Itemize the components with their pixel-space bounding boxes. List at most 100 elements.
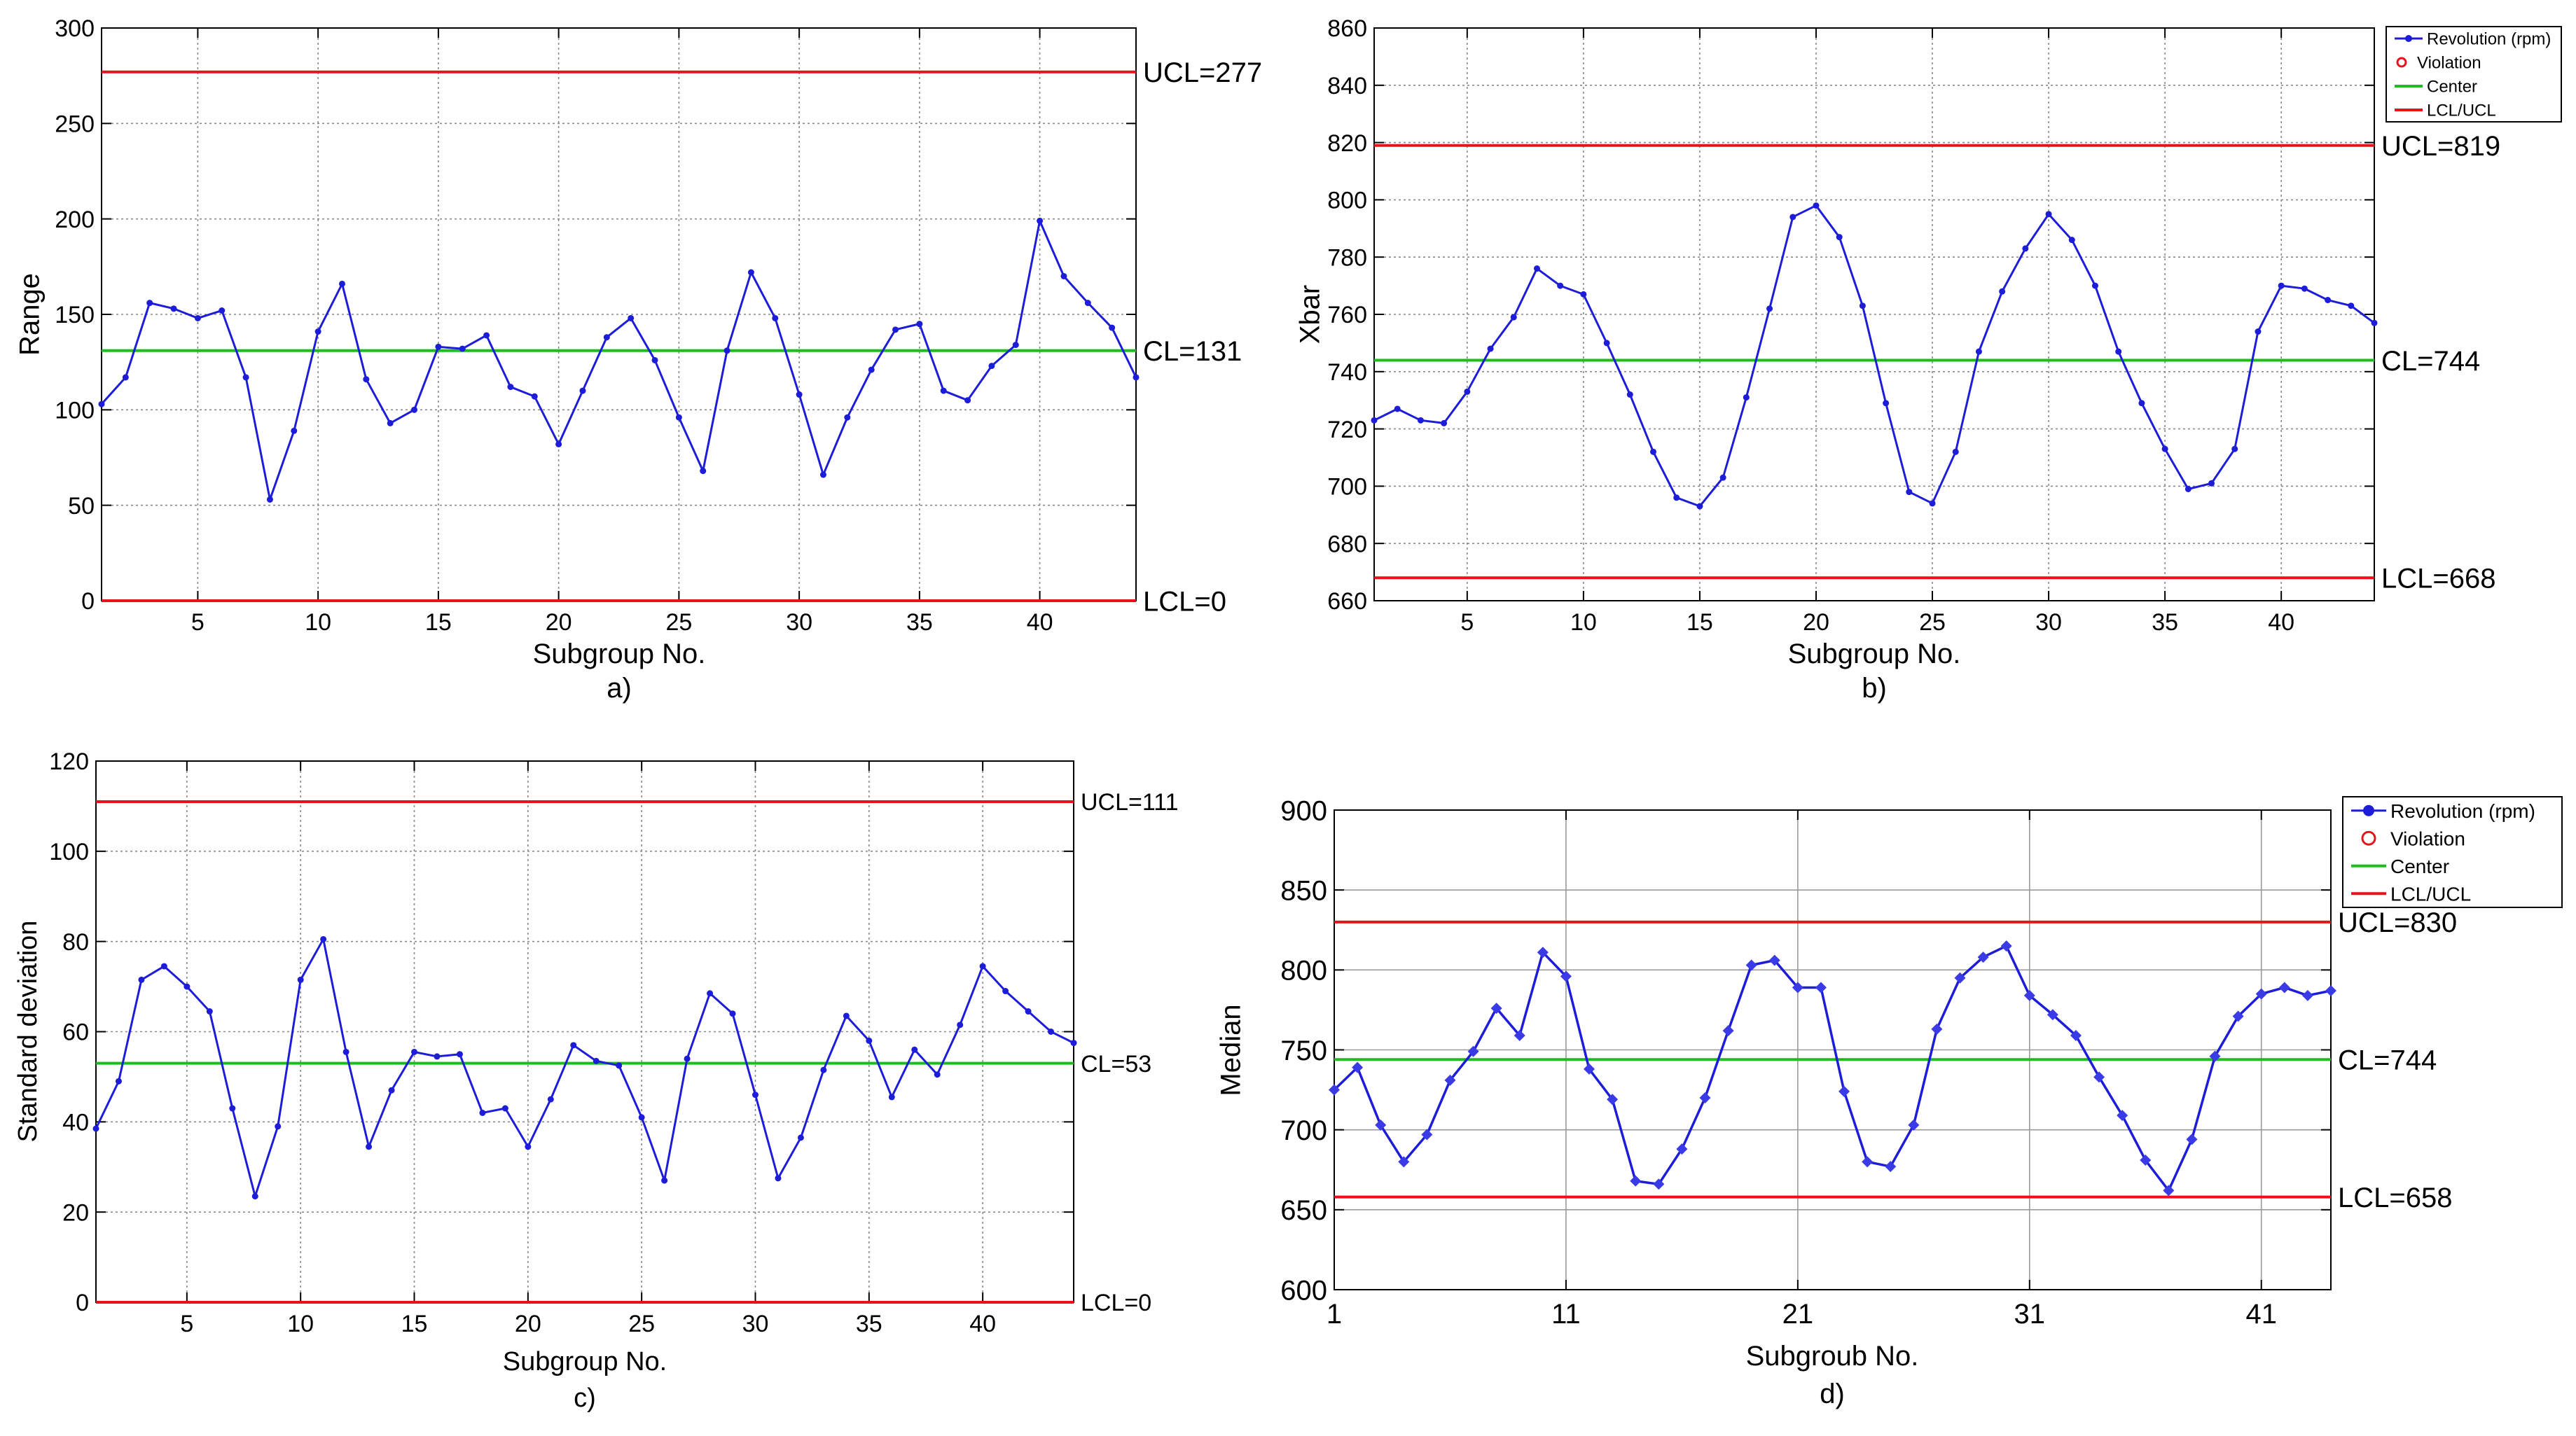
y-tick-label: 760 <box>1327 302 1367 328</box>
data-point <box>844 414 851 421</box>
cl-label: CL=744 <box>2338 1045 2437 1076</box>
panel-caption: c) <box>574 1383 596 1413</box>
panel-caption: b) <box>1862 673 1887 704</box>
ucl-label: UCL=830 <box>2338 907 2457 938</box>
data-point <box>242 374 249 381</box>
data-point <box>2068 237 2075 244</box>
x-tick-label: 10 <box>305 609 331 636</box>
y-tick-label: 860 <box>1327 15 1367 42</box>
ucl-label: UCL=111 <box>1081 789 1179 816</box>
y-tick-label: 100 <box>55 398 95 424</box>
data-point <box>1467 1045 1479 1057</box>
data-point <box>1653 1178 1665 1190</box>
data-point <box>2070 1029 2082 1041</box>
data-point <box>456 1051 463 1058</box>
data-point <box>2138 400 2145 407</box>
x-tick-label: 25 <box>1919 609 1946 636</box>
legend: Revolution (rpm) Violation Center LCL/UCL <box>2385 26 2562 123</box>
data-point <box>752 1092 759 1099</box>
x-tick-label: 41 <box>2245 1299 2277 1330</box>
data-point <box>1929 500 1936 507</box>
ucl-label: UCL=819 <box>2381 131 2500 162</box>
data-point <box>160 963 167 970</box>
data-point <box>1444 1074 1456 1086</box>
data-point <box>1977 951 1989 963</box>
data-point <box>1352 1061 1364 1073</box>
x-tick-label: 30 <box>2035 609 2062 636</box>
data-point <box>1789 214 1796 221</box>
data-point <box>1607 1094 1619 1106</box>
data-point <box>1398 1156 1410 1168</box>
data-point <box>964 397 971 404</box>
legend: Revolution (rpm) Violation Center LCL/UCL <box>2342 796 2563 908</box>
data-point <box>1560 970 1572 982</box>
data-point <box>547 1096 554 1103</box>
chart-panel-a: 0 50 100 150 200 250 300 5 10 15 20 25 30 35 40 UCL=277… <box>15 15 1263 704</box>
data-point <box>1745 959 1757 971</box>
data-point <box>1037 217 1044 224</box>
data-point <box>98 400 105 407</box>
x-tick-label: 35 <box>2152 609 2178 636</box>
data-point <box>363 376 370 383</box>
y-tick-label: 0 <box>81 588 95 615</box>
data-point <box>525 1143 532 1150</box>
y-tick-label: 650 <box>1280 1195 1327 1226</box>
data-point <box>2161 445 2168 452</box>
data-point <box>729 1010 736 1017</box>
data-point <box>603 334 610 341</box>
data-point <box>1394 405 1401 412</box>
y-tick-label: 300 <box>55 15 95 42</box>
x-tick-label: 11 <box>1551 1299 1581 1330</box>
data-point <box>2325 985 2336 997</box>
y-tick-label: 850 <box>1280 876 1327 907</box>
data-point <box>229 1105 236 1112</box>
data-point <box>483 332 490 339</box>
data-point <box>1999 288 2006 295</box>
lcl-label: LCL=0 <box>1081 1290 1151 1316</box>
data-point <box>2115 348 2122 355</box>
y-tick-label: 660 <box>1327 588 1367 615</box>
data-point <box>707 990 714 997</box>
legend-entry-label: Center <box>2427 78 2477 97</box>
data-point <box>411 406 418 413</box>
y-tick-label: 680 <box>1327 531 1367 557</box>
y-tick-label: 120 <box>49 748 89 775</box>
data-point <box>957 1022 964 1029</box>
x-tick-label: 30 <box>786 609 812 636</box>
y-tick-label: 250 <box>55 111 95 138</box>
data-point <box>507 384 514 391</box>
legend-swatch-violation <box>2396 57 2407 68</box>
data-point <box>194 314 201 321</box>
x-tick-label: 30 <box>742 1311 769 1337</box>
data-point <box>747 269 754 276</box>
data-point <box>435 343 442 350</box>
data-point <box>2301 989 2313 1001</box>
legend-entry-label: LCL/UCL <box>2427 102 2496 120</box>
data-point <box>570 1042 577 1049</box>
data-point <box>1510 314 1517 321</box>
data-point <box>183 983 191 990</box>
data-point <box>820 1066 827 1073</box>
chart-panel-c: 0 20 40 60 80 100 120 5 10 15 20 25 30 35 40 UCL=111 CL=… <box>13 748 1179 1413</box>
y-tick-label: 750 <box>1280 1036 1327 1066</box>
y-axis-title: Xbar <box>1295 285 1326 344</box>
data-point <box>170 305 177 312</box>
data-point <box>1371 417 1378 424</box>
y-tick-label: 820 <box>1327 130 1367 157</box>
data-point <box>1859 302 1866 309</box>
data-point <box>1421 1129 1433 1141</box>
data-point <box>2371 319 2378 326</box>
data-point <box>1580 291 1587 298</box>
cl-label: CL=131 <box>1143 336 1242 367</box>
x-tick-label: 20 <box>1803 609 1829 636</box>
data-point <box>684 1055 691 1062</box>
data-point <box>940 387 947 394</box>
y-axis-title: Range <box>15 273 46 356</box>
y-tick-label: 40 <box>62 1110 89 1136</box>
data-point <box>1813 202 1820 209</box>
y-tick-label: 720 <box>1327 417 1367 443</box>
data-point <box>338 280 345 287</box>
x-tick-label: 31 <box>2014 1299 2046 1330</box>
